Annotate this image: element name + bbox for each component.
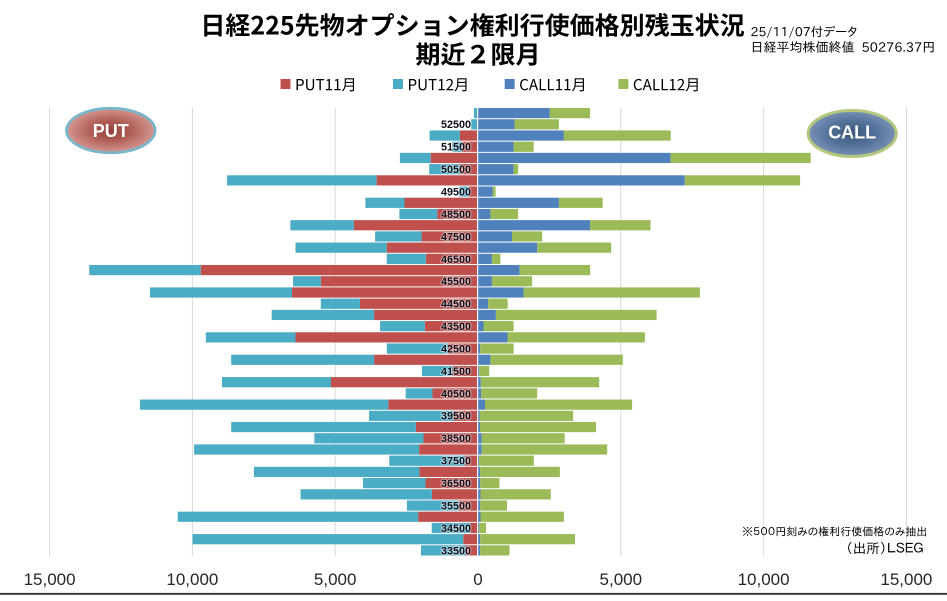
svg-text:33500: 33500 (441, 545, 471, 557)
svg-text:40500: 40500 (441, 388, 471, 400)
svg-text:44500: 44500 (441, 299, 471, 311)
svg-text:CALL: CALL (828, 123, 876, 143)
svg-text:48500: 48500 (441, 209, 471, 221)
svg-text:10,000: 10,000 (738, 570, 790, 589)
svg-text:50500: 50500 (441, 164, 471, 176)
svg-text:49500: 49500 (441, 186, 471, 198)
svg-text:34500: 34500 (441, 523, 471, 535)
svg-text:5,000: 5,000 (314, 570, 357, 589)
svg-text:47500: 47500 (441, 231, 471, 243)
svg-text:42500: 42500 (441, 343, 471, 355)
svg-text:43500: 43500 (441, 321, 471, 333)
svg-text:37500: 37500 (441, 456, 471, 468)
svg-text:51500: 51500 (441, 142, 471, 154)
svg-text:46500: 46500 (441, 254, 471, 266)
svg-text:10,000: 10,000 (166, 570, 218, 589)
svg-text:45500: 45500 (441, 276, 471, 288)
svg-text:15,000: 15,000 (24, 570, 76, 589)
svg-text:38500: 38500 (441, 433, 471, 445)
svg-text:5,000: 5,000 (600, 570, 643, 589)
svg-text:52500: 52500 (441, 119, 471, 131)
svg-text:PUT: PUT (93, 121, 129, 141)
svg-text:15,000: 15,000 (880, 570, 932, 589)
svg-text:35500: 35500 (441, 500, 471, 512)
svg-text:36500: 36500 (441, 478, 471, 490)
svg-text:39500: 39500 (441, 411, 471, 423)
svg-text:0: 0 (473, 570, 482, 589)
svg-text:41500: 41500 (441, 366, 471, 378)
